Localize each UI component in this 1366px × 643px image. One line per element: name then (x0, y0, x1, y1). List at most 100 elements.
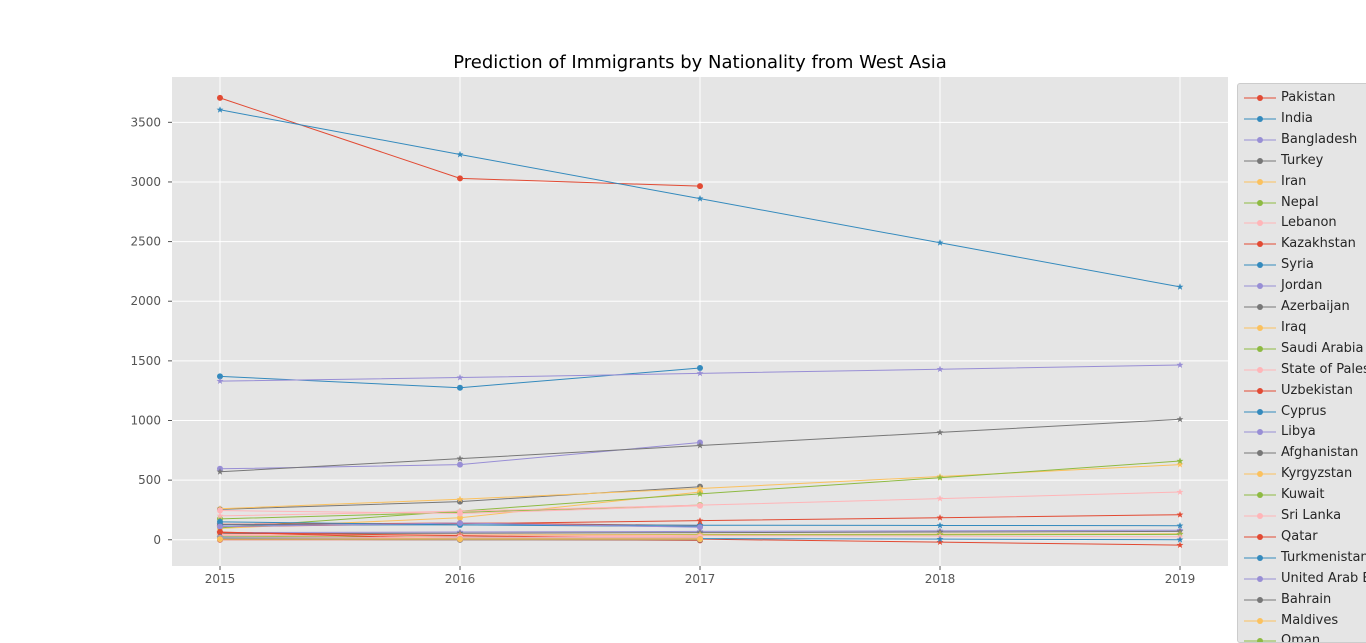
data-point (697, 536, 703, 543)
data-point (697, 524, 703, 531)
legend-swatch (1244, 220, 1276, 227)
legend-swatch (1244, 387, 1276, 394)
data-point (457, 510, 463, 517)
data-point (936, 538, 944, 546)
data-point (217, 523, 223, 530)
data-point (217, 94, 223, 101)
legend-item-afghanistan: Afghanistan (1238, 443, 1366, 463)
legend-item-oman: Oman (1238, 631, 1366, 642)
legend-item-state-of-palestine: State of Palestine (1238, 360, 1366, 380)
x-tick-label: 2015 (205, 572, 236, 586)
data-point (936, 535, 944, 543)
data-point (217, 507, 223, 514)
axis-labels: 2015 2016 2017 2018 2019 0 500 1000 1500 2000 2500… (130, 115, 1195, 586)
legend-item-turkey: Turkey (1238, 151, 1366, 171)
y-tick-label: 1500 (130, 354, 161, 368)
legend-label: Saudi Arabia (1281, 340, 1364, 356)
data-point (1176, 511, 1184, 518)
y-tick-label: 3000 (130, 175, 161, 189)
data-point (1176, 541, 1184, 549)
series-pakistan-prediction (216, 106, 1184, 290)
data-point (457, 536, 463, 543)
legend-item-nepal: Nepal (1238, 193, 1366, 213)
legend-label: Kazakhstan (1281, 236, 1356, 252)
data-point (1176, 461, 1184, 468)
data-point (217, 518, 223, 525)
legend-item-jordan: Jordan (1238, 276, 1366, 296)
data-point (457, 384, 463, 391)
legend-label: Afghanistan (1281, 445, 1359, 461)
y-tick-label: 500 (138, 473, 161, 487)
data-point (936, 521, 944, 529)
data-point (696, 517, 704, 524)
data-point (457, 175, 463, 182)
legend-item-iran: Iran (1238, 172, 1366, 192)
legend-swatch (1244, 95, 1276, 101)
legend-label: Bangladesh (1281, 131, 1358, 147)
data-point (217, 373, 223, 380)
legend-swatch (1244, 241, 1276, 248)
legend-swatch (1244, 345, 1276, 352)
legend-label: Qatar (1281, 528, 1318, 544)
legend-swatch (1244, 513, 1276, 519)
legend-label: Nepal (1281, 194, 1319, 210)
legend-label: Syria (1281, 257, 1314, 273)
data-point (1176, 488, 1184, 495)
data-point (697, 183, 703, 190)
chart-title: Prediction of Immigrants by Nationality … (453, 52, 947, 73)
data-point (936, 428, 944, 436)
data-point (1176, 361, 1184, 368)
data-point (216, 512, 224, 519)
legend-swatch (1244, 178, 1276, 185)
legend-swatch (1244, 366, 1276, 373)
legend-item-uzbekistan: Uzbekistan (1238, 381, 1366, 401)
y-tick-label: 2500 (130, 235, 161, 249)
legend-item-saudi-arabia: Saudi Arabia (1238, 339, 1366, 359)
legend-item-libya: Libya (1238, 422, 1366, 442)
x-tick-label: 2016 (445, 572, 476, 586)
legend-item-maldives: Maldives (1238, 611, 1366, 631)
legend-swatch (1244, 429, 1276, 436)
legend-label: Jordan (1281, 278, 1323, 294)
legend-swatch (1244, 136, 1276, 143)
legend-swatch (1244, 262, 1276, 269)
data-point (456, 495, 464, 503)
legend-item-iraq: Iraq (1238, 318, 1366, 338)
legend-item-pakistan: Pakistan (1238, 88, 1366, 108)
data-point (1176, 536, 1184, 543)
data-point (1176, 457, 1184, 464)
data-point (936, 514, 944, 521)
legend-label: Turkey (1281, 152, 1324, 168)
legend-label: India (1281, 110, 1313, 126)
legend-item-kazakhstan: Kazakhstan (1238, 234, 1366, 254)
legend-swatch (1244, 617, 1276, 624)
y-tick-label: 0 (153, 533, 161, 547)
legend-item-india: India (1238, 109, 1366, 129)
legend-swatch (1244, 450, 1276, 457)
legend-item-qatar: Qatar (1238, 527, 1366, 547)
data-point (457, 514, 463, 521)
legend-item-sri-lanka: Sri Lanka (1238, 506, 1366, 526)
x-tick-label: 2019 (1165, 572, 1196, 586)
data-point (696, 195, 704, 202)
legend-swatch (1244, 324, 1276, 331)
legend-item-lebanon: Lebanon (1238, 213, 1366, 233)
series-layer (216, 94, 1184, 549)
data-point (217, 529, 223, 536)
legend-item-cyprus: Cyprus (1238, 402, 1366, 422)
legend-label: Maldives (1281, 612, 1339, 628)
legend-swatch (1244, 596, 1276, 603)
data-point (696, 369, 704, 377)
x-tick-label: 2018 (925, 572, 956, 586)
data-point (457, 520, 463, 527)
y-tick-label: 3500 (130, 115, 161, 129)
series-maldives (217, 536, 703, 543)
legend-swatch (1244, 157, 1276, 164)
legend-swatch (1244, 199, 1276, 206)
series-jordan (217, 520, 703, 531)
legend-item-bahrain: Bahrain (1238, 590, 1366, 610)
data-point (696, 441, 704, 449)
legend-label: Kyrgyzstan (1281, 466, 1353, 482)
legend-label: Pakistan (1281, 90, 1336, 105)
series-bangladesh-prediction (216, 415, 1184, 475)
